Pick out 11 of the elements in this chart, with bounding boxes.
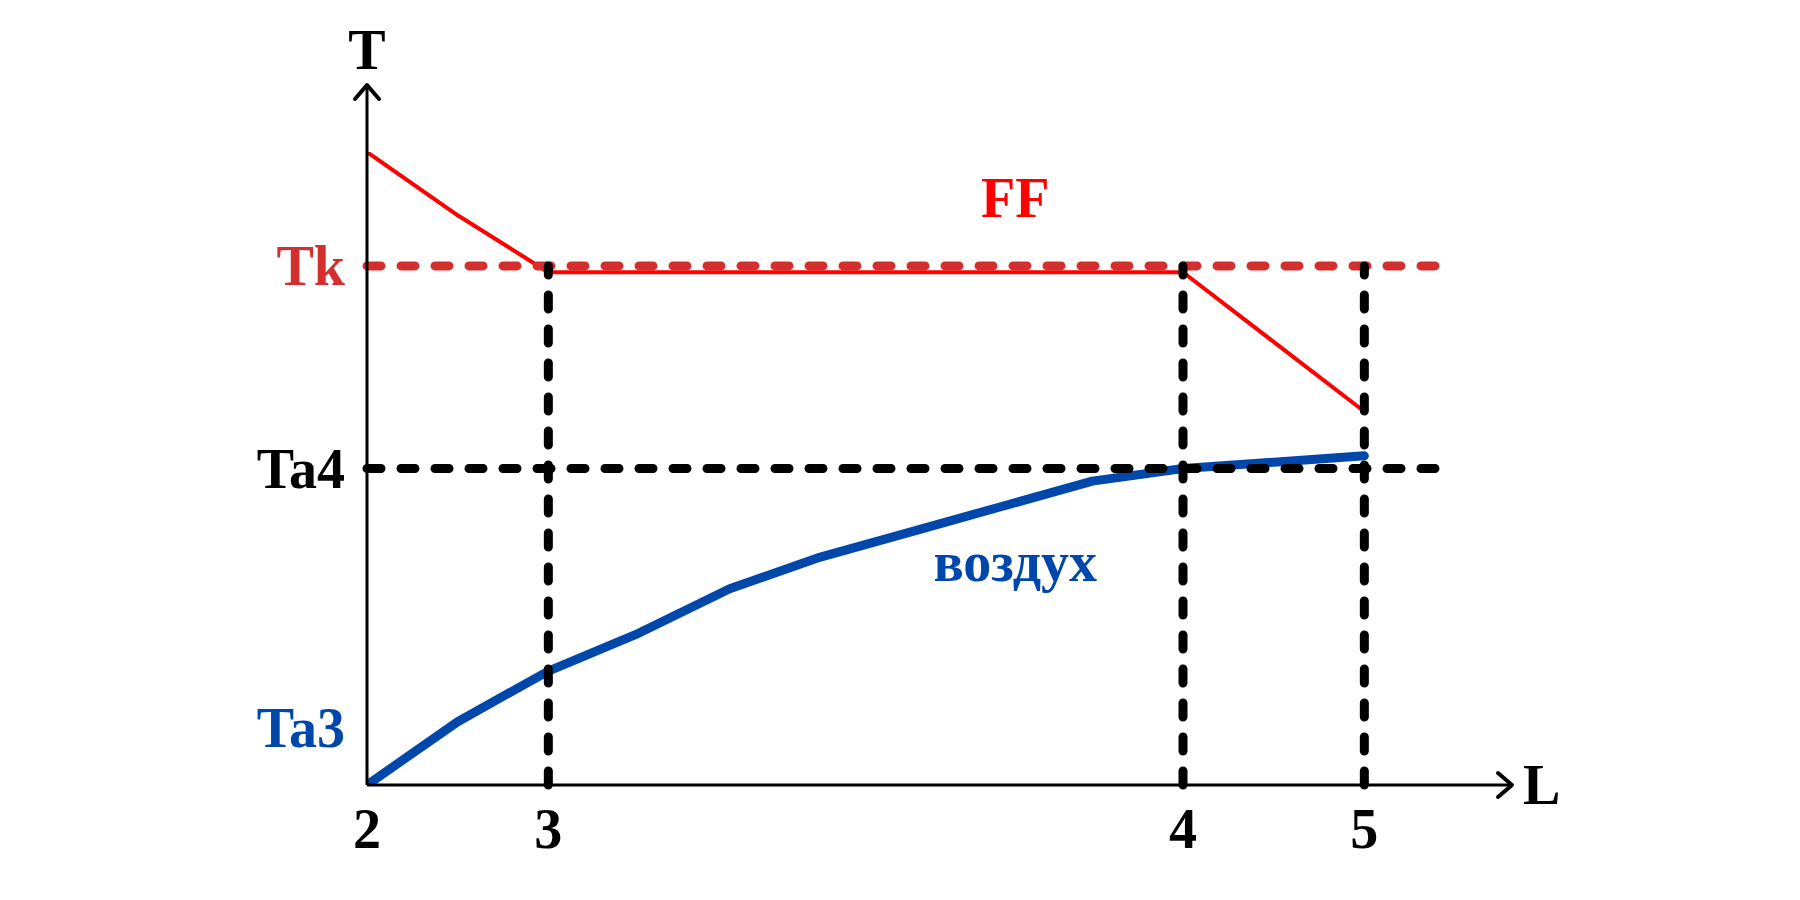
x-tick-label: 2 <box>353 797 381 860</box>
x-tick-label: 5 <box>1350 797 1379 860</box>
ref-line-label: Tk <box>276 234 346 297</box>
x-axis-title: L <box>1523 754 1561 816</box>
x-tick-label: 3 <box>534 797 563 860</box>
series-label: воздух <box>933 530 1098 593</box>
annotation: Ta3 <box>256 697 345 759</box>
x-tick-label: 4 <box>1169 797 1197 860</box>
series-label: FF <box>981 167 1050 230</box>
ref-line-label: Ta4 <box>256 437 345 500</box>
y-axis-title: T <box>348 19 386 81</box>
